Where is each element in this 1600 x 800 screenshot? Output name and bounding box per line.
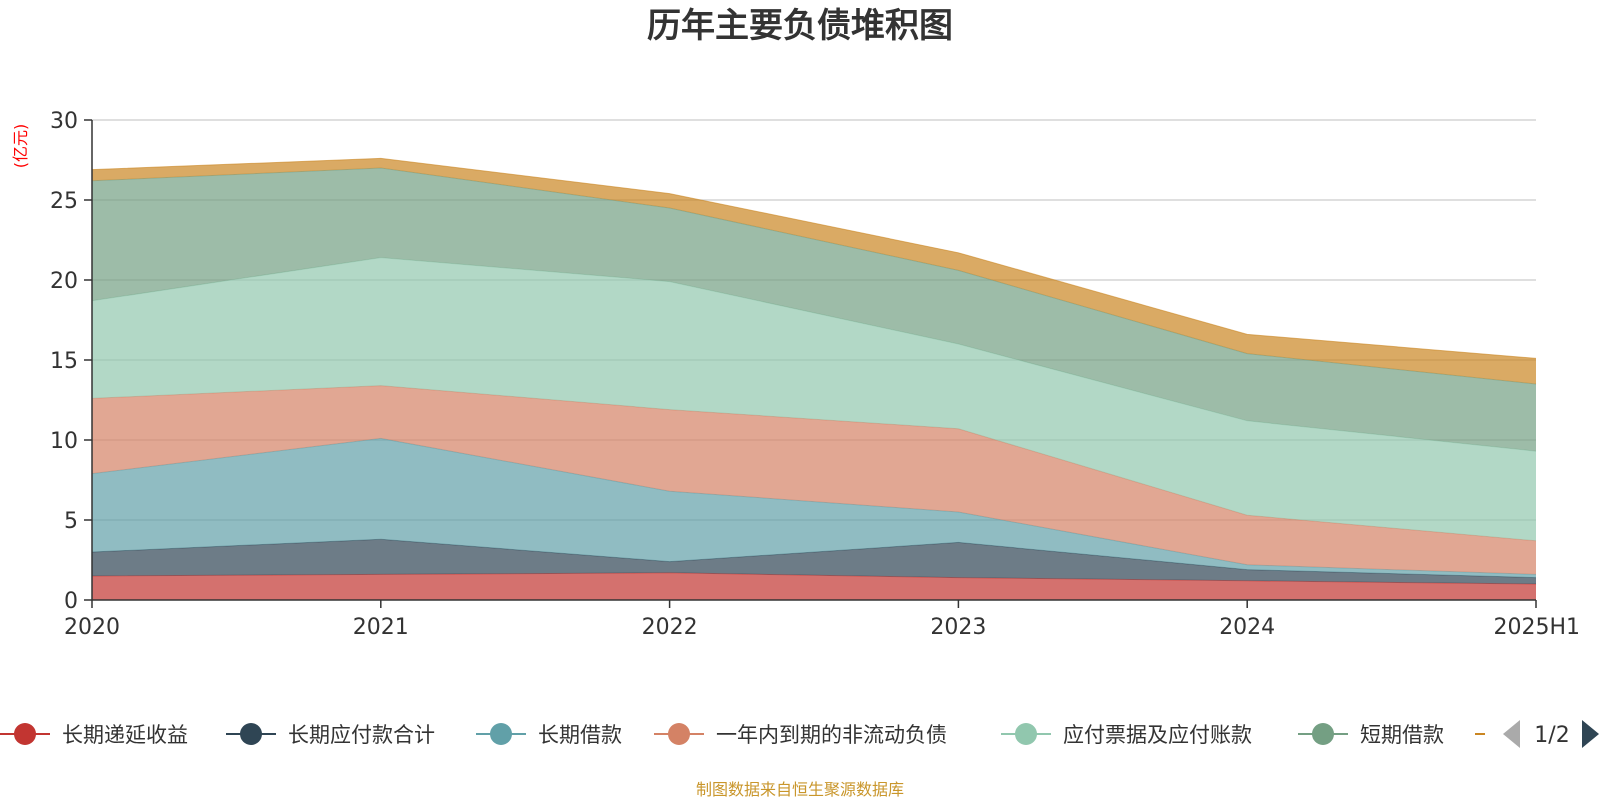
legend-item[interactable]: 一年内到期的非流动负债	[654, 723, 947, 747]
y-axis-unit-label: (亿元)	[11, 124, 30, 169]
x-tick-label: 2024	[1219, 615, 1275, 640]
x-tick-labels: 2020 2021 2022 2023 2024 2025H1	[64, 600, 1580, 640]
legend-circle-icon	[14, 723, 36, 745]
legend-item[interactable]: 短期借款	[1298, 723, 1444, 747]
x-tick-label: 2021	[353, 615, 409, 640]
legend-label: 长期递延收益	[62, 723, 188, 747]
pager-prev-icon[interactable]	[1503, 720, 1520, 748]
y-tick-label: 10	[50, 429, 78, 454]
legend-item[interactable]: 长期借款	[476, 723, 622, 747]
legend-circle-icon	[1015, 723, 1037, 745]
area-series-group	[91, 157, 1537, 600]
legend-item[interactable]: 长期应付款合计	[226, 723, 435, 747]
y-tick-label: 20	[50, 269, 78, 294]
legend-circle-icon	[1312, 723, 1334, 745]
legend-circle-icon	[240, 723, 262, 745]
pager-label: 1/2	[1534, 723, 1569, 748]
x-tick-label: 2025H1	[1493, 615, 1580, 640]
legend-label: 长期借款	[538, 723, 622, 747]
x-tick-label: 2023	[930, 615, 986, 640]
area-series-5[interactable]	[92, 257, 1536, 541]
area-series-line-7	[91, 157, 1537, 359]
legend-item[interactable]: 长期递延收益	[0, 723, 188, 747]
legend-label: 短期借款	[1360, 723, 1444, 747]
y-tick-label: 30	[50, 109, 78, 134]
area-series-7[interactable]	[92, 158, 1536, 384]
legend-label: 应付票据及应付账款	[1063, 723, 1252, 747]
source-note: 制图数据来自恒生聚源数据库	[696, 780, 904, 799]
area-series-6[interactable]	[92, 168, 1536, 452]
pager-next-icon[interactable]	[1582, 720, 1599, 748]
y-tick-labels: 0 5 10 15 20 25 30	[50, 109, 92, 614]
y-tick-label: 5	[64, 509, 78, 534]
area-series-4[interactable]	[92, 385, 1536, 575]
y-tick-label: 25	[50, 189, 78, 214]
legend-circle-icon	[668, 723, 690, 745]
legend: 长期递延收益 长期应付款合计 长期借款 一年内到期的非流动负债 应付票据及应付账款 短期借…	[0, 723, 1485, 747]
area-series-2[interactable]	[92, 539, 1536, 584]
area-series-3[interactable]	[92, 438, 1536, 578]
legend-label: 长期应付款合计	[288, 723, 435, 747]
legend-label: 一年内到期的非流动负债	[716, 723, 947, 747]
legend-item[interactable]: 应付票据及应付账款	[1001, 723, 1252, 747]
legend-pager: 1/2	[1503, 720, 1599, 748]
area-series-1[interactable]	[92, 572, 1536, 600]
legend-circle-icon	[490, 723, 512, 745]
x-tick-label: 2020	[64, 615, 120, 640]
y-tick-label: 15	[50, 349, 78, 374]
chart-title: 历年主要负债堆积图	[647, 6, 953, 46]
y-tick-label: 0	[64, 589, 78, 614]
x-tick-label: 2022	[642, 615, 698, 640]
